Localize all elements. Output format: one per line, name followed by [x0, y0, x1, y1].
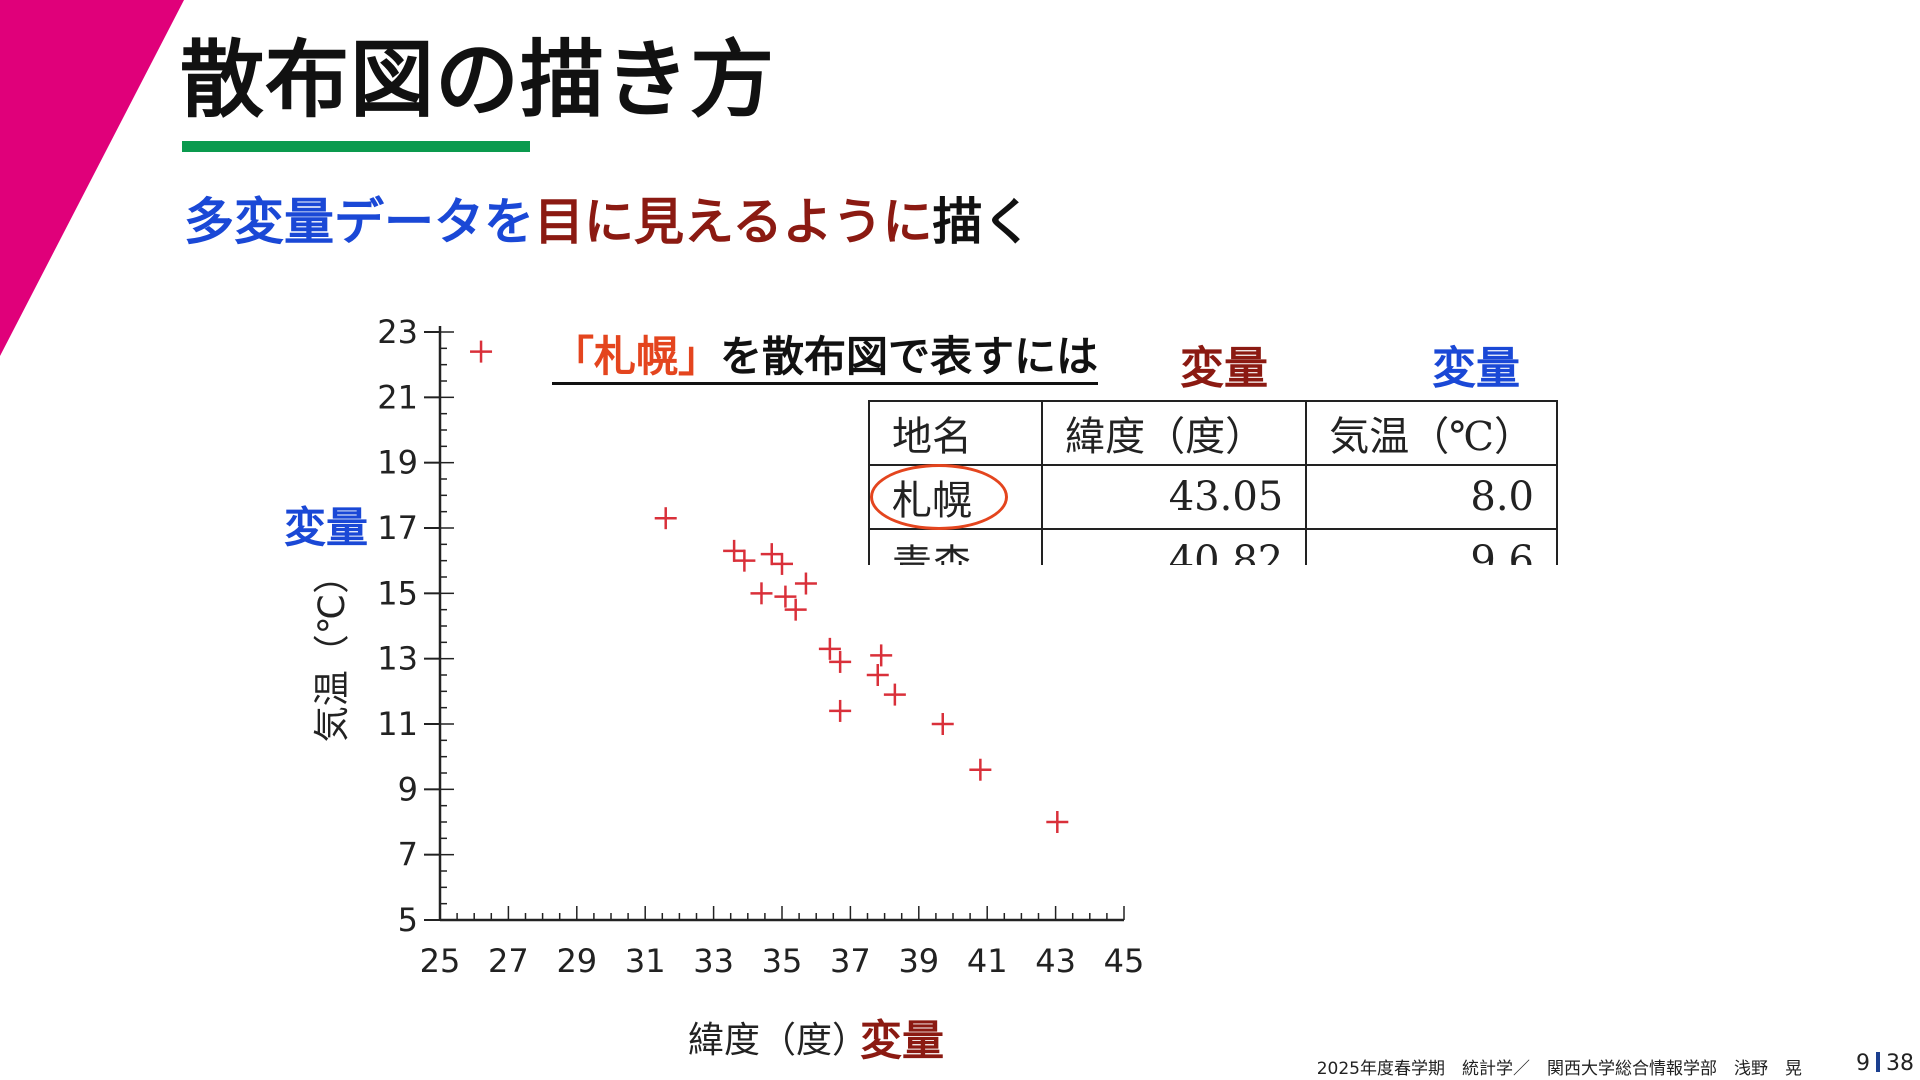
page-number: 9 38 [1856, 1051, 1914, 1076]
x-tick-label: 29 [556, 942, 597, 980]
footer-credit: 2025年度春学期 統計学／ 関西大学総合情報学部 浅野 晃 [1316, 1059, 1802, 1079]
header-temperature: 気温（℃） [1305, 400, 1558, 466]
data-table-clip: 地名 緯度（度） 気温（℃） 札幌 43.05 8.0 青森 40.82 9.6 [868, 400, 1558, 565]
data-point [771, 552, 793, 575]
data-point [870, 644, 893, 667]
x-tick-label: 35 [762, 942, 803, 980]
subtitle-part-visible: 目に見えるように [534, 193, 933, 251]
data-point [750, 582, 773, 605]
latitude-variable-label: 変量 [1180, 343, 1268, 394]
y-tick-label: 17 [377, 509, 418, 547]
note-quoted-sapporo: 「札幌」 [552, 332, 721, 381]
data-point [931, 713, 954, 735]
table-cell-place: 青森 [868, 528, 1044, 565]
data-point [774, 585, 797, 608]
total-pages: 38 [1886, 1051, 1914, 1076]
y-axis-title: 気温（℃） [312, 558, 353, 742]
page-separator [1876, 1052, 1880, 1072]
data-point [794, 572, 817, 595]
title-underline [182, 141, 530, 152]
y-tick-label: 11 [377, 705, 418, 743]
y-tick-label: 15 [377, 574, 418, 612]
highlight-circle [870, 464, 1008, 530]
data-point [760, 543, 783, 566]
table-cell-latitude: 43.05 [1041, 464, 1308, 530]
y-tick-label: 13 [377, 640, 418, 678]
temperature-variable-label: 変量 [1432, 343, 1520, 394]
table-row: 札幌 43.05 8.0 [868, 464, 1558, 530]
subtitle-part-draw: 描く [932, 193, 1033, 251]
chart-tick-labels: 25 27 29 31 33 35 37 39 41 43 45 5 7 9 11 13 15 17 19 21 23 [377, 313, 1144, 980]
y-tick-label: 23 [377, 313, 418, 351]
data-point [1046, 811, 1069, 833]
x-tick-label: 39 [898, 942, 939, 980]
table-header-row: 地名 緯度（度） 気温（℃） [868, 400, 1558, 466]
table-cell-latitude: 40.82 [1041, 528, 1308, 565]
note-text: を散布図で表すには [720, 332, 1099, 381]
data-point [784, 598, 807, 621]
x-tick-label: 43 [1035, 942, 1076, 980]
y-tick-label: 7 [398, 836, 418, 874]
x-tick-label: 25 [420, 942, 461, 980]
data-point [829, 650, 852, 673]
x-variable-label: 変量 [860, 1016, 944, 1065]
x-tick-label: 45 [1104, 942, 1145, 980]
data-point [654, 507, 677, 530]
data-point [470, 340, 493, 363]
table-cell-temperature: 8.0 [1305, 464, 1558, 530]
data-point [818, 637, 841, 660]
slide-subtitle: 多変量データを目に見えるように描く [184, 192, 1033, 252]
x-tick-label: 33 [693, 942, 734, 980]
y-variable-label: 変量 [284, 503, 368, 552]
chart-ticks [424, 331, 1125, 921]
data-table: 地名 緯度（度） 気温（℃） 札幌 43.05 8.0 青森 40.82 9.6 [868, 400, 1558, 565]
table-row: 青森 40.82 9.6 [868, 528, 1558, 565]
y-tick-label: 5 [398, 901, 418, 939]
y-tick-label: 21 [377, 378, 418, 416]
slide-title: 散布図の描き方 [180, 31, 776, 129]
table-cell-place: 札幌 [868, 464, 1044, 530]
data-point [969, 758, 992, 781]
header-place-name: 地名 [868, 400, 1044, 466]
table-cell-temperature: 9.6 [1305, 528, 1558, 565]
y-tick-label: 19 [377, 444, 418, 482]
x-tick-label: 27 [488, 942, 529, 980]
data-point [866, 664, 889, 686]
data-point [883, 683, 906, 706]
current-page: 9 [1856, 1051, 1870, 1076]
subtitle-part-multivariate-data: 多変量データを [184, 193, 534, 251]
x-tick-label: 41 [967, 942, 1008, 980]
sapporo-note: 「札幌」を散布図で表すには [552, 332, 1099, 386]
data-point [733, 549, 756, 572]
x-axis-title: 緯度（度） [688, 1020, 868, 1061]
x-tick-label: 37 [830, 942, 871, 980]
corner-accent-triangle [0, 0, 184, 356]
x-tick-label: 31 [625, 942, 666, 980]
data-point [829, 699, 852, 722]
data-point [723, 539, 746, 562]
y-tick-label: 9 [398, 770, 418, 808]
corner-accent-shape [0, 0, 184, 356]
chart-points [470, 340, 1069, 833]
header-latitude: 緯度（度） [1041, 400, 1308, 466]
